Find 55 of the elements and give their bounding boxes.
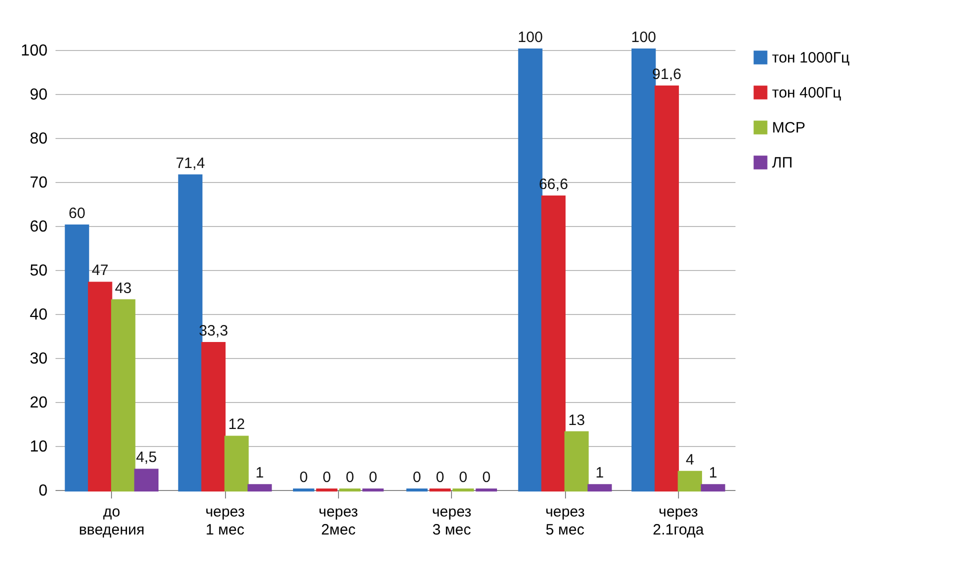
data-label: 4,5: [136, 449, 157, 466]
bar: [111, 299, 136, 492]
data-label: 4: [686, 451, 694, 468]
x-tick-label: через 2мес: [318, 504, 358, 538]
bar: [588, 484, 612, 492]
bar: [654, 85, 679, 492]
data-label: 0: [346, 469, 354, 486]
y-tick-label: 40: [30, 306, 48, 324]
data-label: 1: [596, 464, 604, 482]
bar: [134, 468, 158, 492]
bar: [88, 282, 112, 492]
data-label: 100: [518, 29, 543, 46]
data-label: 1: [708, 464, 718, 482]
bar: [564, 431, 589, 492]
data-label: 1: [256, 464, 264, 482]
x-tick-label: через 5 мес: [545, 504, 585, 538]
y-tick-label: 80: [30, 130, 48, 148]
y-tick-label: 10: [30, 438, 48, 456]
bar: [700, 484, 726, 492]
x-tick-label: через 2.1года: [652, 504, 705, 538]
y-tick-label: 0: [38, 482, 48, 500]
legend-label: ЛП: [772, 154, 793, 172]
data-label: 43: [114, 280, 132, 297]
legend-label: МСР: [772, 120, 806, 136]
bar: [224, 436, 249, 492]
data-label: 71,4: [176, 154, 205, 172]
legend-label: тон 400Гц: [772, 84, 842, 102]
data-label: 47: [92, 262, 108, 280]
x-tick-label: через 1 мес: [205, 504, 245, 538]
bar: [678, 470, 702, 492]
data-label: 100: [631, 29, 656, 46]
y-tick-label: 50: [30, 262, 48, 280]
bar: [64, 224, 90, 492]
data-label: 0: [436, 469, 444, 486]
data-label: 0: [299, 469, 308, 486]
y-tick-label: 100: [20, 42, 48, 60]
data-label: 0: [459, 469, 468, 486]
data-label: 0: [412, 469, 422, 486]
bar: [201, 342, 226, 492]
bar: [541, 195, 566, 492]
data-label: 0: [368, 469, 378, 486]
y-tick-label: 70: [30, 174, 48, 192]
data-label: 60: [68, 205, 86, 222]
x-tick-label: через 3 мес: [432, 504, 472, 538]
data-label: 12: [228, 416, 245, 434]
y-tick-label: 30: [30, 350, 48, 368]
x-tick-label: до введения: [78, 504, 145, 538]
y-tick-label: 20: [30, 394, 48, 412]
legend-label: тон 1000Гц: [772, 50, 850, 66]
data-label: 0: [482, 469, 491, 486]
y-tick-label: 90: [30, 86, 48, 104]
data-label: 0: [322, 469, 331, 486]
bar: [248, 484, 272, 492]
y-tick-label: 60: [30, 218, 48, 236]
data-label: 13: [568, 412, 585, 429]
